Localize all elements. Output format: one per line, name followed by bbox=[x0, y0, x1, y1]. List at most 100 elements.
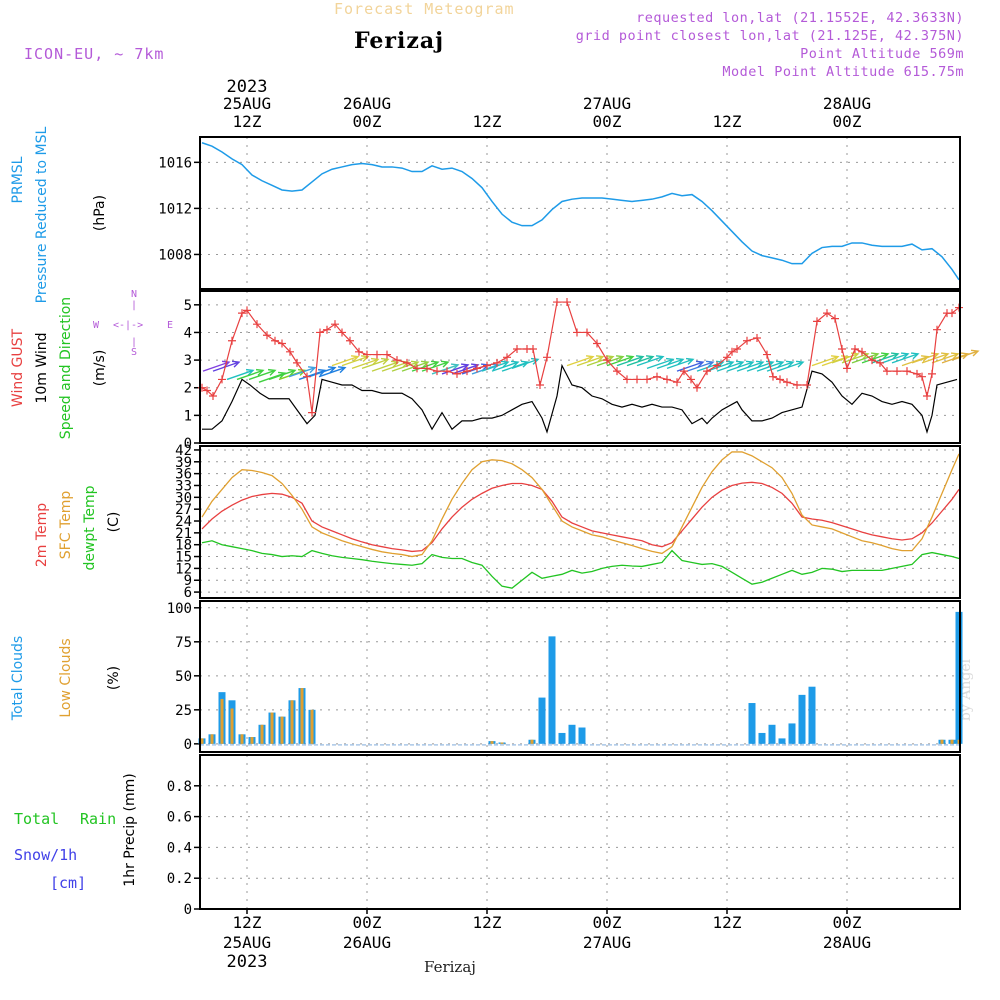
top-date-label: 25AUG bbox=[223, 94, 271, 113]
gust-marker bbox=[943, 309, 951, 318]
bottom-date-label: 27AUG bbox=[583, 933, 631, 952]
low-clouds-bar bbox=[260, 724, 264, 744]
gust-marker bbox=[536, 380, 544, 389]
temp-unit: (C) bbox=[106, 511, 122, 533]
wind-arrow-head bbox=[655, 355, 665, 363]
gust-marker bbox=[263, 331, 271, 340]
wind-arrow-head bbox=[267, 368, 277, 376]
wind-arrow-shaft bbox=[471, 364, 499, 375]
gust-marker bbox=[373, 350, 381, 359]
precip-axis-label: 1hr Precip (mm) bbox=[122, 773, 138, 887]
y-tick-label: 15 bbox=[175, 550, 192, 566]
gust-marker bbox=[673, 378, 681, 387]
y-tick-label: 0.8 bbox=[167, 779, 192, 795]
model-point-altitude: Model Point Altitude 615.75m bbox=[722, 64, 964, 80]
gust-marker bbox=[858, 347, 866, 356]
wind-arrow-head bbox=[860, 352, 870, 360]
wind-arrow-head bbox=[910, 352, 920, 360]
wind-arrow-shaft bbox=[766, 361, 794, 372]
compass-v-bottom: | bbox=[131, 337, 138, 348]
gust-marker bbox=[513, 345, 521, 354]
y-tick-label: 50 bbox=[175, 669, 192, 685]
wind-arrow-shaft bbox=[318, 367, 346, 378]
wind-arrow-head bbox=[360, 355, 370, 363]
wind-arrow-shaft bbox=[431, 364, 459, 375]
total-clouds-bar bbox=[808, 686, 816, 744]
wind-arrow-shaft bbox=[626, 355, 654, 367]
wind-arrow-head bbox=[231, 360, 241, 368]
wind-arrow-shaft bbox=[901, 355, 929, 367]
wind-arrow-head bbox=[735, 360, 745, 368]
gust-marker bbox=[903, 367, 911, 376]
wind-arrow-head bbox=[470, 363, 480, 371]
wind-arrow-head bbox=[287, 368, 297, 376]
gust-marker bbox=[733, 345, 741, 354]
gust-marker bbox=[623, 375, 631, 384]
wind-arrow-head bbox=[410, 360, 420, 368]
wind-arrow-head bbox=[460, 363, 470, 371]
wind-arrow-shaft bbox=[202, 361, 230, 372]
wind-arrow-head bbox=[221, 360, 231, 368]
total-clouds-bar bbox=[498, 742, 506, 744]
wind-arrow-head bbox=[490, 363, 500, 371]
panel-frame bbox=[199, 290, 961, 444]
y-tick-label: 25 bbox=[175, 703, 192, 719]
wind-arrow-head bbox=[245, 368, 255, 376]
gust-marker bbox=[883, 367, 891, 376]
wind-arrow-shaft bbox=[341, 355, 369, 367]
wind-arrow-shaft bbox=[461, 364, 489, 375]
wind-arrow-head bbox=[317, 368, 327, 376]
wind-arrow-head bbox=[380, 357, 390, 365]
wind-arrow-head bbox=[755, 360, 765, 368]
top-date-label: 28AUG bbox=[823, 94, 871, 113]
y-tick-label: 1016 bbox=[158, 155, 192, 171]
wind-arrow-shaft bbox=[361, 358, 389, 370]
wind-arrow-shaft bbox=[736, 361, 764, 372]
y-tick-label: 1012 bbox=[158, 201, 192, 217]
gust-marker bbox=[713, 361, 721, 370]
gust-marker bbox=[743, 336, 751, 345]
wind-arrow-shaft bbox=[776, 361, 804, 372]
temp-2m-label: 2m Temp bbox=[34, 502, 50, 568]
gust-marker bbox=[803, 380, 811, 389]
y-tick-label: 1 bbox=[184, 408, 192, 424]
gust-marker bbox=[209, 392, 217, 401]
gust-marker bbox=[278, 339, 286, 348]
y-tick-label: 12 bbox=[175, 561, 192, 577]
wind-arrow-head bbox=[705, 360, 715, 368]
gust-marker bbox=[793, 380, 801, 389]
gust-marker bbox=[218, 375, 226, 384]
y-tick-label: 3 bbox=[184, 353, 192, 369]
gust-marker bbox=[543, 353, 551, 362]
wind-arrow-head bbox=[605, 355, 615, 363]
wind-arrow-shaft bbox=[481, 361, 509, 372]
compass-e: E bbox=[167, 320, 174, 331]
wind-arrow-head bbox=[890, 352, 900, 360]
pressure-unit: (hPa) bbox=[92, 194, 108, 232]
gust-marker bbox=[769, 372, 777, 381]
wind-arrow-shaft bbox=[606, 355, 634, 367]
bottom-date-label: 25AUG bbox=[223, 933, 271, 952]
total-clouds-bar bbox=[288, 700, 296, 744]
gust-marker bbox=[331, 320, 339, 329]
wind-arrow-head bbox=[510, 360, 520, 368]
wind-arrow-head bbox=[675, 357, 685, 365]
wind-arrow-shaft bbox=[656, 358, 684, 370]
gust-marker bbox=[523, 345, 531, 354]
wind-arrow-head bbox=[370, 357, 380, 365]
bottom-hour-label: 00Z bbox=[833, 913, 862, 932]
wind-arrow-shaft bbox=[381, 361, 409, 372]
wind-arrow-shaft bbox=[248, 369, 276, 381]
requested-coords: requested lon,lat (21.1552E, 42.3633N) bbox=[636, 10, 964, 26]
gust-marker bbox=[703, 367, 711, 376]
total-clouds-bar bbox=[298, 688, 306, 744]
wind-arrow-head bbox=[830, 355, 840, 363]
wind-arrow-shaft bbox=[421, 361, 449, 372]
wind-arrow-shaft bbox=[331, 355, 359, 367]
temp-dewpt-label: dewpt Temp bbox=[82, 485, 98, 571]
wind-arrow-head bbox=[940, 352, 950, 360]
gust-marker bbox=[933, 325, 941, 334]
y-tick-label: 0 bbox=[184, 436, 192, 452]
y-tick-label: 9 bbox=[184, 573, 192, 589]
gust-marker bbox=[323, 325, 331, 334]
